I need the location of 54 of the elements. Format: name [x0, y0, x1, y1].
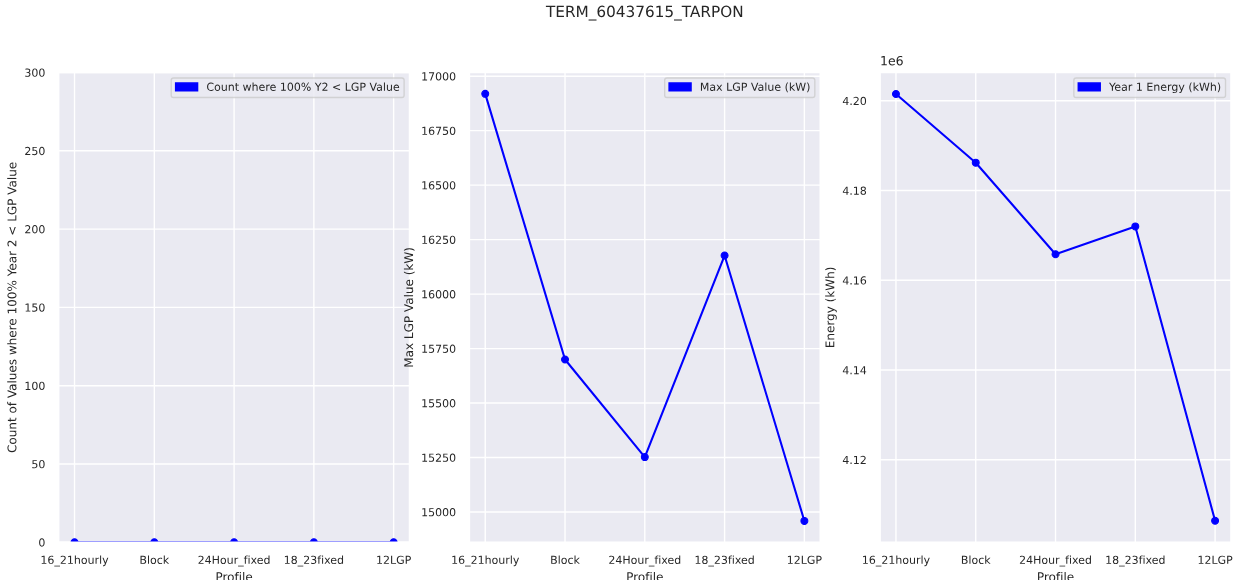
- y-tick-label: 4.20: [842, 96, 867, 106]
- x-tick-label: 24Hour_fixed: [198, 555, 270, 567]
- y-tick-label: 250: [25, 146, 45, 156]
- y-axis-title: Max LGP Value (kW): [403, 248, 415, 367]
- y-axis-title: Energy (kWh): [825, 267, 837, 348]
- x-tick-label: Block: [961, 555, 991, 565]
- point: [1051, 250, 1060, 259]
- x-tick-label: 16_21hourly: [863, 555, 930, 567]
- y-tick-label: 15250: [422, 453, 456, 462]
- x-tick-label: 18_23fixed: [284, 555, 344, 567]
- point: [561, 355, 570, 364]
- y-tick-label: 16750: [422, 126, 456, 136]
- y-tick-label: 16000: [422, 290, 456, 299]
- y-tick-label: 200: [25, 225, 45, 234]
- y-tick-label: 0: [39, 538, 45, 547]
- x-tick-label: 24Hour_fixed: [1019, 555, 1091, 567]
- point: [971, 158, 980, 167]
- x-tick-label: 12LGP: [1198, 555, 1233, 565]
- x-tick-label: 12LGP: [787, 555, 822, 565]
- y-tick-label: 100: [25, 381, 45, 391]
- point: [1211, 516, 1220, 525]
- y-tick-label: 4.18: [842, 186, 867, 195]
- y-axis-title: Count of Values where 100% Year 2 < LGP Value: [7, 162, 17, 453]
- x-tick-label: 24Hour_fixed: [609, 555, 681, 567]
- y-tick-label: 16250: [422, 235, 456, 244]
- point: [1131, 222, 1140, 231]
- y-tick-label: 15500: [422, 399, 456, 408]
- point: [720, 251, 729, 260]
- x-tick-label: 18_23fixed: [1106, 555, 1165, 567]
- x-tick-label: 12LGP: [377, 555, 411, 565]
- text: 1e6: [881, 55, 903, 66]
- legend-label: Max LGP Value (kW): [700, 82, 810, 93]
- point: [891, 90, 900, 99]
- x-tick-label: 16_21hourly: [41, 555, 109, 567]
- point: [800, 516, 809, 525]
- y-tick-label: 300: [25, 68, 45, 77]
- point: [481, 89, 490, 98]
- y-tick-label: 50: [32, 460, 45, 469]
- y-tick-label: 4.16: [842, 276, 867, 285]
- x-tick-label: Block: [551, 555, 580, 565]
- y-tick-label: 4.12: [842, 455, 866, 464]
- point: [640, 453, 649, 462]
- y-tick-label: 16500: [422, 181, 456, 190]
- x-tick-label: 16_21hourly: [452, 555, 520, 567]
- y-tick-label: 4.14: [842, 366, 867, 375]
- x-tick-label: Block: [140, 555, 170, 565]
- legend-label: Count where 100% Y2 < LGP Value: [207, 82, 400, 91]
- legend-label: Year 1 Energy (kWh): [1109, 82, 1221, 94]
- y-tick-label: 15750: [422, 344, 456, 353]
- x-tick-label: 18_23fixed: [695, 555, 754, 567]
- y-tick-label: 15000: [422, 508, 456, 517]
- y-tick-label: 17000: [422, 72, 456, 81]
- y-tick-label: 150: [25, 303, 45, 312]
- chart-title: TERM_60437615_TARPON: [545, 5, 743, 21]
